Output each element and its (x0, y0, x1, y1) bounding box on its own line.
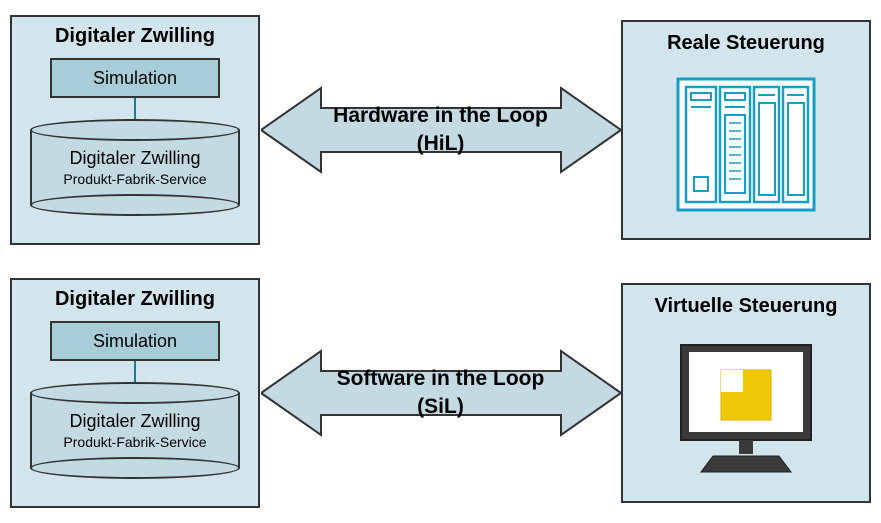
simulation-box: Simulation (50, 321, 220, 361)
arrow-label: Software in the Loop (SiL) (337, 365, 545, 422)
arrow-label: Hardware in the Loop (HiL) (333, 102, 548, 159)
panel-digital-twin-1: Digitaler Zwilling Simulation Digitaler … (10, 15, 260, 245)
arrow-label-line1: Software in the Loop (337, 367, 545, 390)
cylinder-bottom-icon (30, 457, 240, 479)
cyl-label-2: Produkt-Fabrik-Service (63, 434, 206, 450)
cyl-label-2: Produkt-Fabrik-Service (63, 171, 206, 187)
cylinder-top-icon (30, 382, 240, 404)
cyl-label-1: Digitaler Zwilling (69, 148, 200, 169)
arrow-label-line1: Hardware in the Loop (333, 104, 548, 127)
virtual-pc-icon (661, 340, 831, 480)
arrow-label-line2: (SiL) (417, 395, 464, 418)
panel-title: Digitaler Zwilling (55, 288, 215, 311)
cylinder-bottom-icon (30, 194, 240, 216)
connector-line (134, 361, 136, 383)
panel-title: Virtuelle Steuerung (654, 295, 837, 318)
simulation-box: Simulation (50, 58, 220, 98)
row-sil: Digitaler Zwilling Simulation Digitaler … (10, 273, 871, 513)
cyl-label-1: Digitaler Zwilling (69, 411, 200, 432)
panel-title: Digitaler Zwilling (55, 25, 215, 48)
arrow-label-line2: (HiL) (417, 132, 465, 155)
panel-real-control: Reale Steuerung (621, 20, 871, 240)
panel-digital-twin-2: Digitaler Zwilling Simulation Digitaler … (10, 278, 260, 508)
cylinder-top-icon (30, 119, 240, 141)
plc-rack-icon (676, 77, 816, 212)
panel-virtual-control: Virtuelle Steuerung (621, 283, 871, 503)
arrow-sil: Software in the Loop (SiL) (260, 273, 621, 513)
cylinder-data-store: Digitaler Zwilling Produkt-Fabrik-Servic… (30, 120, 240, 215)
row-hil: Digitaler Zwilling Simulation Digitaler … (10, 10, 871, 250)
panel-title: Reale Steuerung (667, 32, 825, 55)
cylinder-data-store: Digitaler Zwilling Produkt-Fabrik-Servic… (30, 383, 240, 478)
arrow-hil: Hardware in the Loop (HiL) (260, 10, 621, 250)
connector-line (134, 98, 136, 120)
